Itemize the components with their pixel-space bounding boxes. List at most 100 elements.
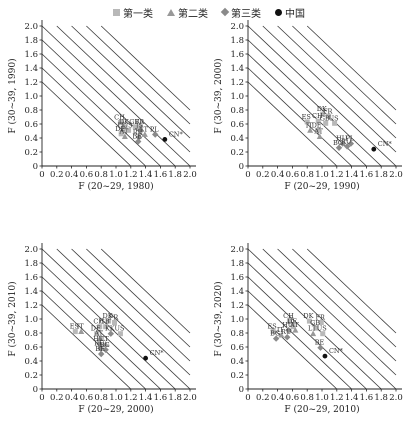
- x-tick-label: 0: [39, 170, 44, 180]
- x-tick-label: 0.4: [65, 393, 79, 403]
- diagonal-line: [56, 25, 191, 153]
- point-label: ES: [70, 323, 79, 331]
- point-label: BE: [132, 133, 142, 141]
- point-marker-square: [306, 318, 312, 324]
- legend-label: 第二类: [178, 8, 208, 20]
- y-axis-label: F (30~39, 2000): [213, 58, 224, 133]
- x-tick-label: 0.2: [256, 170, 270, 180]
- point-label: DK: [317, 105, 327, 113]
- point-label: GB: [320, 114, 330, 122]
- diagonal-line: [306, 25, 397, 111]
- diagonal-line: [247, 53, 367, 167]
- diagonal-line: [247, 67, 352, 167]
- y-tick-label: 0.8: [24, 329, 38, 339]
- point-marker-triangle: [292, 327, 299, 333]
- point-label: BG: [270, 330, 280, 338]
- point-marker-square: [118, 131, 124, 137]
- diagonal-line: [247, 304, 338, 390]
- point-marker-triangle: [278, 331, 285, 338]
- point-marker-square: [117, 331, 123, 337]
- point-label: IT: [77, 323, 85, 331]
- point-label: US: [317, 325, 327, 333]
- diagonal-line: [292, 25, 397, 125]
- point-label: PL: [346, 135, 355, 143]
- point-marker-diamond: [347, 140, 355, 147]
- diagonal-line: [277, 248, 397, 362]
- point-marker-square: [270, 329, 276, 335]
- square-marker-icon: [113, 8, 120, 16]
- point-marker-square: [117, 120, 123, 126]
- point-label: DE: [91, 325, 101, 333]
- point-marker-diamond: [285, 327, 292, 334]
- point-label: GB: [129, 118, 139, 126]
- chart-panel-3: 0 0.2 0.4 0.6 0.8 1.0 1.2 1.4 1.6 1.8 2.000.20.40.…: [7, 243, 197, 415]
- point-label: CN*: [169, 130, 184, 138]
- x-tick-label: 1.2: [330, 393, 344, 403]
- point-marker-diamond: [97, 345, 104, 352]
- x-axis-label: F (20~29, 1980): [78, 181, 153, 192]
- point-label: BG: [333, 139, 343, 147]
- y-tick-label: 0.4: [24, 134, 38, 144]
- x-tick-label: 2.0: [389, 393, 403, 403]
- point-marker-circle: [371, 146, 377, 152]
- x-tick-label: 0.6: [286, 393, 300, 403]
- y-tick-label: 0: [239, 385, 244, 395]
- point-label: IT: [306, 121, 314, 129]
- x-tick-label: 1.0: [109, 170, 123, 180]
- x-tick-label: 0.2: [256, 393, 270, 403]
- diagonal-line: [262, 248, 397, 376]
- point-label: GB: [310, 319, 320, 327]
- chart-panel-4: 0 0.2 0.4 0.6 0.8 1.0 1.2 1.4 1.6 1.8 2.000.20.40.…: [213, 243, 403, 415]
- point-marker-diamond: [152, 131, 159, 138]
- point-marker-triangle: [121, 133, 128, 139]
- point-label: DE: [115, 125, 125, 133]
- circle-marker-icon: [275, 8, 282, 16]
- y-tick-label: 1.6: [230, 273, 244, 283]
- point-marker-diamond: [317, 344, 324, 351]
- point-marker-square: [122, 124, 128, 130]
- point-label: HU: [282, 321, 294, 329]
- y-tick-label: 0.6: [24, 120, 38, 130]
- point-label: DK: [303, 312, 313, 320]
- point-label: CH: [114, 114, 125, 122]
- point-label: RU: [94, 339, 105, 347]
- point-label: CN*: [329, 347, 344, 355]
- y-tick-label: 1.2: [24, 301, 38, 311]
- chart-panel-2: 0 0.2 0.4 0.6 0.8 1.0 1.2 1.4 1.6 1.8 2.000.20.40.…: [213, 20, 403, 192]
- x-tick-label: 0.2: [50, 170, 64, 180]
- point-label: JS: [135, 121, 143, 129]
- y-tick-label: 0.8: [230, 329, 244, 339]
- x-axis-label: F (20~29, 2000): [78, 404, 153, 415]
- x-tick-label: 2.0: [183, 170, 197, 180]
- point-label: HU: [336, 135, 348, 143]
- y-tick-label: 2.0: [230, 22, 244, 32]
- point-label: CH: [93, 318, 104, 326]
- y-tick-label: 0.4: [230, 357, 244, 367]
- point-label: DE: [287, 318, 297, 326]
- point-label: AT: [119, 128, 129, 136]
- diagonal-line: [41, 262, 176, 390]
- diagonal-line: [71, 248, 191, 362]
- point-label: CN*: [378, 140, 393, 148]
- diagonal-line: [41, 53, 161, 167]
- point-label: CH: [312, 112, 323, 120]
- y-tick-label: 1.4: [230, 64, 244, 74]
- y-tick-label: 0: [33, 385, 38, 395]
- diagonal-line: [41, 276, 161, 390]
- legend-item-group-2: 第二类: [167, 5, 208, 20]
- x-tick-label: 0.6: [80, 170, 94, 180]
- legend-item-group-1: 第一类: [113, 5, 153, 20]
- point-marker-diamond: [272, 335, 280, 342]
- diagonal-line: [41, 304, 132, 390]
- x-axis-label: F (20~29, 1990): [284, 181, 359, 192]
- point-label: AT: [289, 321, 299, 329]
- x-tick-label: 1.6: [360, 170, 374, 180]
- x-tick-label: 1.4: [345, 170, 359, 180]
- y-tick-label: 0.6: [230, 120, 244, 130]
- point-label: DK: [119, 118, 129, 126]
- y-tick-label: 1.2: [230, 301, 244, 311]
- point-marker-square: [126, 127, 132, 133]
- point-label: US: [329, 114, 339, 122]
- point-label: BE: [95, 345, 105, 353]
